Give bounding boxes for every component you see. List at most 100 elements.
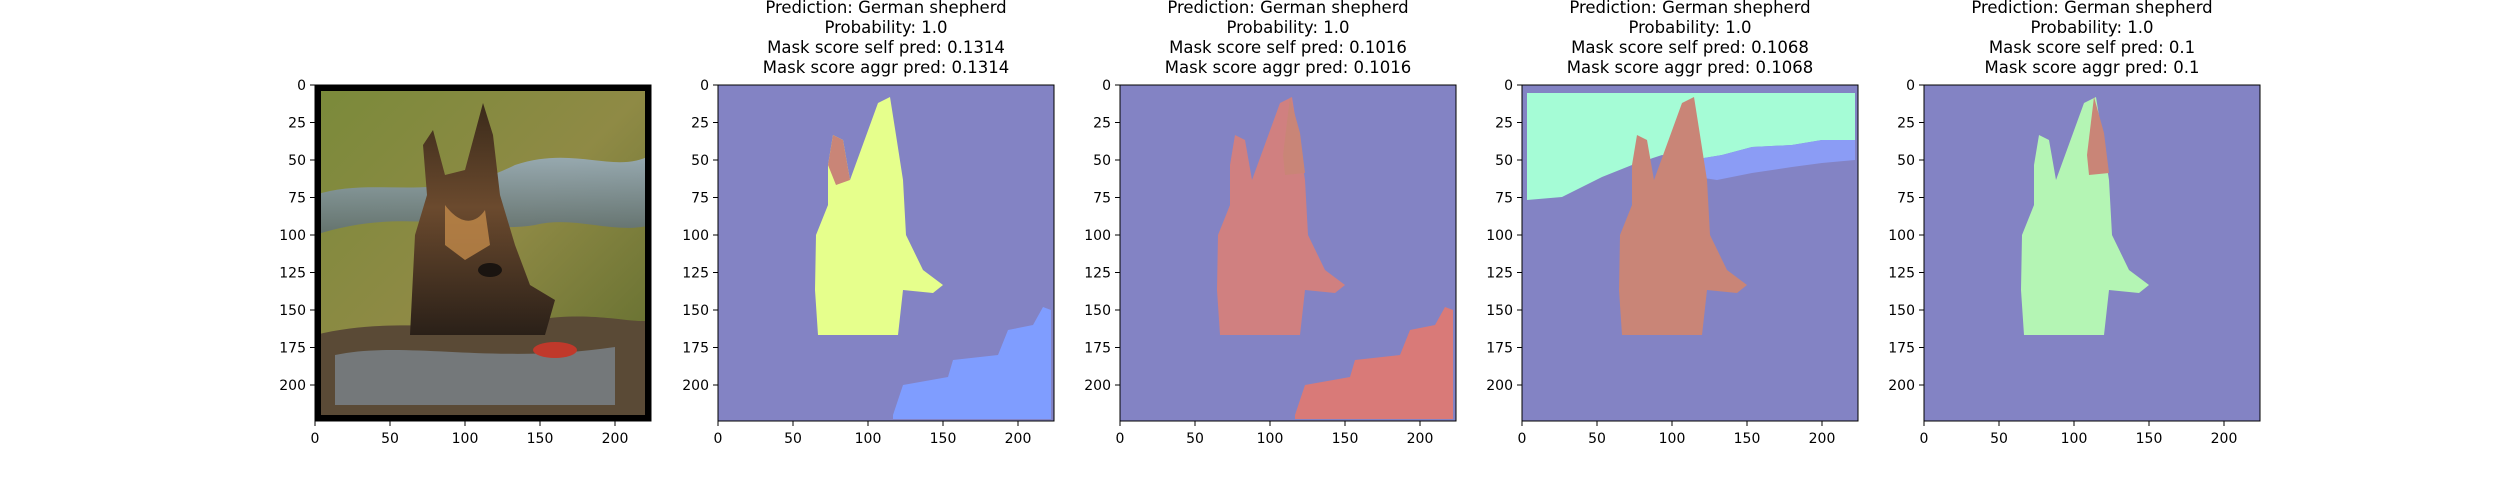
- y-tick-label: 0: [1102, 78, 1111, 94]
- axes-frame: [717, 84, 1055, 422]
- x-tick-label: 0: [1920, 431, 1929, 447]
- y-tick-label: 100: [279, 228, 306, 244]
- y-tick-label: 50: [691, 153, 709, 169]
- panel-title-line: Prediction: German shepherd: [1569, 0, 1810, 17]
- y-tick-label: 150: [1486, 303, 1513, 319]
- y-tick-label: 0: [700, 78, 709, 94]
- photo-image: [315, 85, 651, 421]
- y-tick-label: 25: [1093, 116, 1111, 132]
- y-tick-label: 75: [1495, 191, 1513, 207]
- x-tick-label: 50: [381, 431, 399, 447]
- x-tick-label: 200: [1809, 431, 1836, 447]
- panel-2: Prediction: German shepherd Probability:…: [1084, 0, 1457, 447]
- y-tick-label: 25: [1495, 116, 1513, 132]
- x-tick-label: 100: [1659, 431, 1686, 447]
- x-tick-label: 200: [2211, 431, 2238, 447]
- y-tick-label: 175: [279, 341, 306, 357]
- panel-0: 0 50 100 150 200 0 25 50 75 100 125 150 175 200: [279, 78, 652, 447]
- x-tick-label: 150: [930, 431, 957, 447]
- panel-title-line: Mask score aggr pred: 0.1068: [1567, 58, 1813, 77]
- x-tick-label: 150: [1734, 431, 1761, 447]
- x-tick-label: 0: [311, 431, 320, 447]
- y-tick-label: 200: [1084, 378, 1111, 394]
- axis-ticks: 0 50 100 150 200 0 25 50 75 100 125 150 175 200: [1888, 78, 2237, 447]
- x-tick-label: 0: [1518, 431, 1527, 447]
- y-tick-label: 125: [1486, 266, 1513, 282]
- y-tick-label: 125: [279, 266, 306, 282]
- y-tick-label: 50: [1897, 153, 1915, 169]
- panel-title-line: Prediction: German shepherd: [765, 0, 1006, 17]
- y-tick-label: 200: [279, 378, 306, 394]
- axis-ticks: 0 50 100 150 200 0 25 50 75 100 125 150 175 200: [1084, 78, 1433, 447]
- y-tick-label: 175: [1084, 341, 1111, 357]
- axis-ticks: 0 50 100 150 200 0 25 50 75 100 125 150 175 200: [1486, 78, 1835, 447]
- y-tick-label: 125: [1084, 266, 1111, 282]
- panel-title-line: Mask score self pred: 0.1068: [1571, 38, 1809, 57]
- x-tick-label: 200: [1005, 431, 1032, 447]
- mask-water-region: [893, 307, 1051, 419]
- x-tick-label: 100: [855, 431, 882, 447]
- y-tick-label: 50: [1093, 153, 1111, 169]
- y-tick-label: 25: [1897, 116, 1915, 132]
- y-tick-label: 100: [1486, 228, 1513, 244]
- y-tick-label: 150: [1888, 303, 1915, 319]
- panel-title-line: Mask score aggr pred: 0.1: [1985, 58, 2200, 77]
- panel-title-line: Mask score self pred: 0.1314: [767, 38, 1005, 57]
- y-tick-label: 100: [682, 228, 709, 244]
- mask-water-region: [1295, 307, 1453, 419]
- axes-frame: [1119, 84, 1457, 422]
- panel-title-line: Mask score aggr pred: 0.1016: [1165, 58, 1411, 77]
- x-tick-label: 50: [1186, 431, 1204, 447]
- panel-4: Prediction: German shepherd Probability:…: [1888, 0, 2261, 447]
- y-tick-label: 175: [1888, 341, 1915, 357]
- x-tick-label: 100: [1257, 431, 1284, 447]
- y-tick-label: 75: [288, 191, 306, 207]
- y-tick-label: 175: [1486, 341, 1513, 357]
- y-tick-label: 150: [682, 303, 709, 319]
- axis-ticks: 0 50 100 150 200 0 25 50 75 100 125 150 175 200: [682, 78, 1031, 447]
- axes-frame: [314, 84, 652, 422]
- y-tick-label: 125: [1888, 266, 1915, 282]
- x-tick-label: 150: [1332, 431, 1359, 447]
- panel-title-line: Mask score aggr pred: 0.1314: [763, 58, 1009, 77]
- x-tick-label: 50: [1990, 431, 2008, 447]
- panel-title-line: Prediction: German shepherd: [1971, 0, 2212, 17]
- x-tick-label: 100: [2061, 431, 2088, 447]
- axes-frame: [1923, 84, 2261, 422]
- panel-title-line: Probability: 1.0: [1226, 18, 1349, 37]
- y-tick-label: 75: [691, 191, 709, 207]
- y-tick-label: 100: [1888, 228, 1915, 244]
- y-tick-label: 75: [1897, 191, 1915, 207]
- y-tick-label: 125: [682, 266, 709, 282]
- x-tick-label: 50: [1588, 431, 1606, 447]
- x-tick-label: 200: [1407, 431, 1434, 447]
- x-tick-label: 50: [784, 431, 802, 447]
- y-tick-label: 0: [1906, 78, 1915, 94]
- panel-title-line: Probability: 1.0: [824, 18, 947, 37]
- axes-frame: [1521, 84, 1859, 422]
- y-tick-label: 100: [1084, 228, 1111, 244]
- mask-sky-edge-region: [1692, 140, 1855, 180]
- y-tick-label: 175: [682, 341, 709, 357]
- x-tick-label: 150: [2136, 431, 2163, 447]
- panel-title-line: Prediction: German shepherd: [1167, 0, 1408, 17]
- y-tick-label: 50: [288, 153, 306, 169]
- y-tick-label: 25: [691, 116, 709, 132]
- y-tick-label: 200: [1486, 378, 1513, 394]
- y-tick-label: 150: [279, 303, 306, 319]
- panel-title-line: Mask score self pred: 0.1: [1989, 38, 2195, 57]
- x-tick-label: 150: [527, 431, 554, 447]
- y-tick-label: 200: [1888, 378, 1915, 394]
- x-tick-label: 0: [714, 431, 723, 447]
- x-tick-label: 0: [1116, 431, 1125, 447]
- y-tick-label: 25: [288, 116, 306, 132]
- panel-3: Prediction: German shepherd Probability:…: [1486, 0, 1859, 447]
- y-tick-label: 0: [297, 78, 306, 94]
- panel-title-line: Mask score self pred: 0.1016: [1169, 38, 1407, 57]
- panel-1: Prediction: German shepherd Probability:…: [682, 0, 1055, 447]
- panel-title-line: Probability: 1.0: [1628, 18, 1751, 37]
- y-tick-label: 200: [682, 378, 709, 394]
- x-tick-label: 100: [452, 431, 479, 447]
- axis-ticks: 0 50 100 150 200 0 25 50 75 100 125 150 175 200: [279, 78, 628, 447]
